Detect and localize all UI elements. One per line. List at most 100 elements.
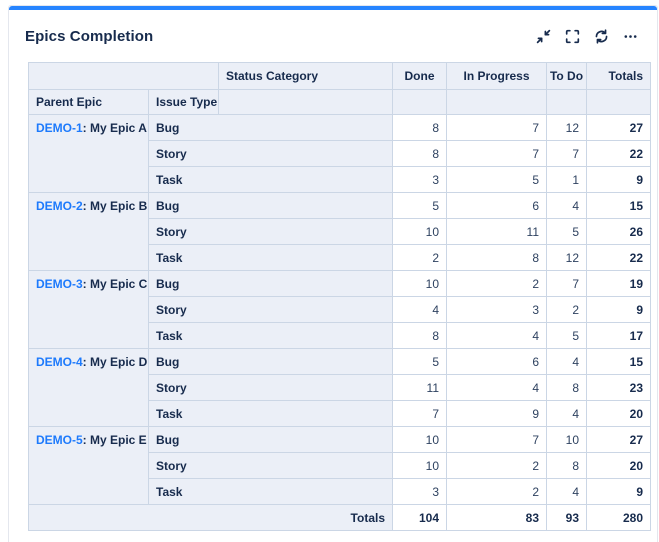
count-cell-done: 8 xyxy=(392,114,447,141)
count-cell-in-progress: 5 xyxy=(446,166,547,193)
parent-epic-cell: DEMO-2: My Epic B xyxy=(28,192,149,271)
count-cell-done: 4 xyxy=(392,296,447,323)
count-cell-in-progress: 2 xyxy=(446,452,547,479)
count-cell-in-progress: 6 xyxy=(446,348,547,375)
parent-epic-cell: DEMO-3: My Epic C xyxy=(28,270,149,349)
count-cell-to-do: 4 xyxy=(546,478,587,505)
count-cell-to-do: 5 xyxy=(546,218,587,245)
count-cell-done: 2 xyxy=(392,244,447,271)
epic-issue-row: Story 10 2 8 20 xyxy=(29,452,651,479)
epic-key-link[interactable]: DEMO-3 xyxy=(36,277,83,291)
count-cell-done: 7 xyxy=(392,400,447,427)
fullscreen-icon xyxy=(565,29,580,44)
count-cell-done: 3 xyxy=(392,166,447,193)
collapse-icon xyxy=(536,29,551,44)
count-cell-done: 8 xyxy=(392,140,447,167)
epic-name: : My Epic C xyxy=(82,277,148,291)
collapse-button[interactable] xyxy=(532,25,554,47)
row-total-cell: 23 xyxy=(586,374,651,401)
totals-grand-total: 280 xyxy=(586,504,651,531)
issue-type-cell: Task xyxy=(148,166,393,193)
count-cell-done: 10 xyxy=(392,270,447,297)
count-cell-to-do: 10 xyxy=(546,426,587,453)
issue-type-cell: Task xyxy=(148,244,393,271)
count-cell-in-progress: 8 xyxy=(446,244,547,271)
epic-key-link[interactable]: DEMO-4 xyxy=(36,355,83,369)
row-total-cell: 9 xyxy=(586,478,651,505)
epic-issue-row: Task 8 4 5 17 xyxy=(29,322,651,349)
gadget-header: Epics Completion xyxy=(9,10,657,62)
epic-key-link[interactable]: DEMO-1 xyxy=(36,121,83,135)
epic-issue-row: DEMO-3: My Epic C Bug 10 2 7 19 xyxy=(28,270,651,349)
count-cell-to-do: 4 xyxy=(546,192,587,219)
count-cell-to-do: 8 xyxy=(546,452,587,479)
epic-issue-row: Story 10 11 5 26 xyxy=(29,218,651,245)
row-total-cell: 27 xyxy=(586,426,651,453)
row-total-cell: 20 xyxy=(586,452,651,479)
count-cell-in-progress: 2 xyxy=(446,478,547,505)
totals-row-label: Totals xyxy=(28,504,393,531)
epics-completion-gadget: Epics Completion xyxy=(8,5,658,542)
epic-name: : My Epic D xyxy=(82,355,148,369)
count-cell-in-progress: 7 xyxy=(446,140,547,167)
issue-type-cell: Bug xyxy=(148,348,393,375)
row-header-issue-type: Issue Type xyxy=(148,89,219,115)
parent-epic-cell: DEMO-5: My Epic E xyxy=(28,426,149,505)
epic-issue-row: Story 11 4 8 23 xyxy=(29,374,651,401)
row-total-cell: 9 xyxy=(586,166,651,193)
issue-type-cell: Bug xyxy=(148,192,393,219)
row-total-cell: 26 xyxy=(586,218,651,245)
epic-issue-row: Task 7 9 4 20 xyxy=(29,400,651,427)
row-header-parent-epic: Parent Epic xyxy=(28,89,149,115)
epic-key-link[interactable]: DEMO-5 xyxy=(36,433,83,447)
more-options-button[interactable] xyxy=(619,25,641,47)
issue-type-cell: Task xyxy=(148,478,393,505)
count-cell-done: 10 xyxy=(392,426,447,453)
count-cell-to-do: 7 xyxy=(546,270,587,297)
count-cell-to-do: 12 xyxy=(546,114,587,141)
issue-type-cell: Bug xyxy=(148,270,393,297)
refresh-icon xyxy=(594,28,609,44)
status-category-header: Status Category xyxy=(218,62,393,90)
pivot-table-container: Status Category Done In Progress To Do T… xyxy=(9,62,657,531)
count-cell-in-progress: 11 xyxy=(446,218,547,245)
count-cell-to-do: 8 xyxy=(546,374,587,401)
issue-type-cell: Bug xyxy=(148,426,393,453)
column-header-done: Done xyxy=(392,62,447,90)
count-cell-in-progress: 2 xyxy=(446,270,547,297)
count-cell-done: 8 xyxy=(392,322,447,349)
refresh-button[interactable] xyxy=(590,25,612,47)
count-cell-to-do: 2 xyxy=(546,296,587,323)
count-cell-done: 5 xyxy=(392,192,447,219)
epic-name: : My Epic B xyxy=(82,199,148,213)
count-cell-done: 10 xyxy=(392,218,447,245)
epic-issue-row: Task 2 8 12 22 xyxy=(29,244,651,271)
totals-row: Totals 104 83 93 280 xyxy=(28,504,651,531)
count-cell-done: 5 xyxy=(392,348,447,375)
row-total-cell: 27 xyxy=(586,114,651,141)
column-header-totals: Totals xyxy=(586,62,651,90)
gadget-title: Epics Completion xyxy=(25,27,154,45)
totals-in-progress: 83 xyxy=(446,504,547,531)
count-cell-in-progress: 7 xyxy=(446,114,547,141)
row-total-cell: 19 xyxy=(586,270,651,297)
table-body: DEMO-1: My Epic A Bug 8 7 12 27 Story 8 7 7 22 Task… xyxy=(28,114,651,505)
issue-type-cell: Bug xyxy=(148,114,393,141)
row-total-cell: 15 xyxy=(586,348,651,375)
header-empty-cell xyxy=(218,89,393,115)
header-empty-cell xyxy=(586,89,651,115)
gadget-accent-bar xyxy=(9,6,657,10)
issue-type-cell: Task xyxy=(148,400,393,427)
count-cell-to-do: 7 xyxy=(546,140,587,167)
row-total-cell: 9 xyxy=(586,296,651,323)
count-cell-in-progress: 4 xyxy=(446,322,547,349)
issue-type-cell: Story xyxy=(148,218,393,245)
totals-to-do: 93 xyxy=(546,504,587,531)
column-header-to-do: To Do xyxy=(546,62,587,90)
gadget-toolbar xyxy=(532,25,641,47)
count-cell-to-do: 4 xyxy=(546,400,587,427)
fullscreen-button[interactable] xyxy=(561,25,583,47)
count-cell-done: 3 xyxy=(392,478,447,505)
epic-key-link[interactable]: DEMO-2 xyxy=(36,199,83,213)
row-total-cell: 20 xyxy=(586,400,651,427)
